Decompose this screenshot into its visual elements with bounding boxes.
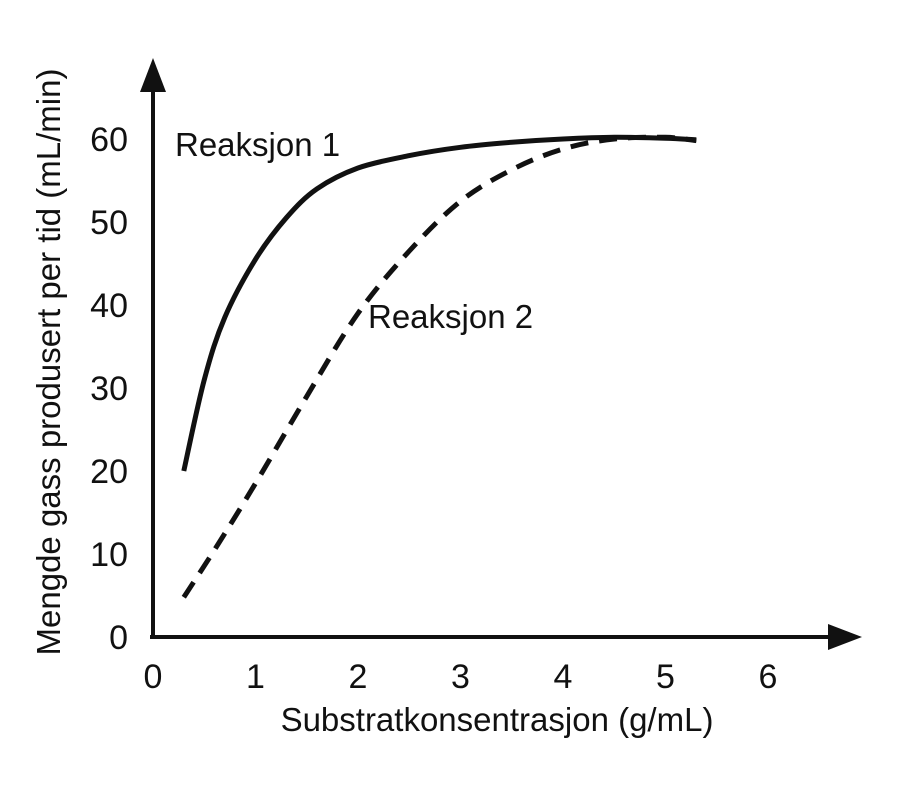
x-axis-arrowhead [828,624,862,650]
y-tick-label: 60 [90,121,128,159]
x-axis-title: Substratkonsentrasjon (g/mL) [281,701,714,738]
y-axis-title: Mengde gass produsert per tid (mL/min) [30,69,67,656]
x-tick-label: 3 [451,658,470,696]
x-tick-label: 4 [554,658,573,696]
y-tick-label: 50 [90,204,128,242]
x-tick-label: 6 [759,658,778,696]
series-line-1 [181,134,697,472]
y-tick-label: 40 [90,287,128,325]
y-tick-label: 10 [90,536,128,574]
x-tick-label: 2 [349,658,368,696]
series-label-reaksjon-2: Reaksjon 2 [368,298,533,335]
x-tick-label: 1 [246,658,265,696]
y-tick-label: 30 [90,370,128,408]
x-tick-label: 0 [144,658,163,696]
series-label-reaksjon-1: Reaksjon 1 [175,126,340,163]
x-ticks: 0 1 2 3 4 5 6 [144,658,778,696]
axes [140,58,862,650]
y-tick-label: 20 [90,453,128,491]
series-layer [181,134,697,599]
series-line-2 [181,134,697,599]
x-tick-label: 5 [656,658,675,696]
y-ticks: 0 10 20 30 40 50 60 [90,121,128,657]
y-tick-label: 0 [109,619,128,657]
y-axis-arrowhead [140,58,166,92]
